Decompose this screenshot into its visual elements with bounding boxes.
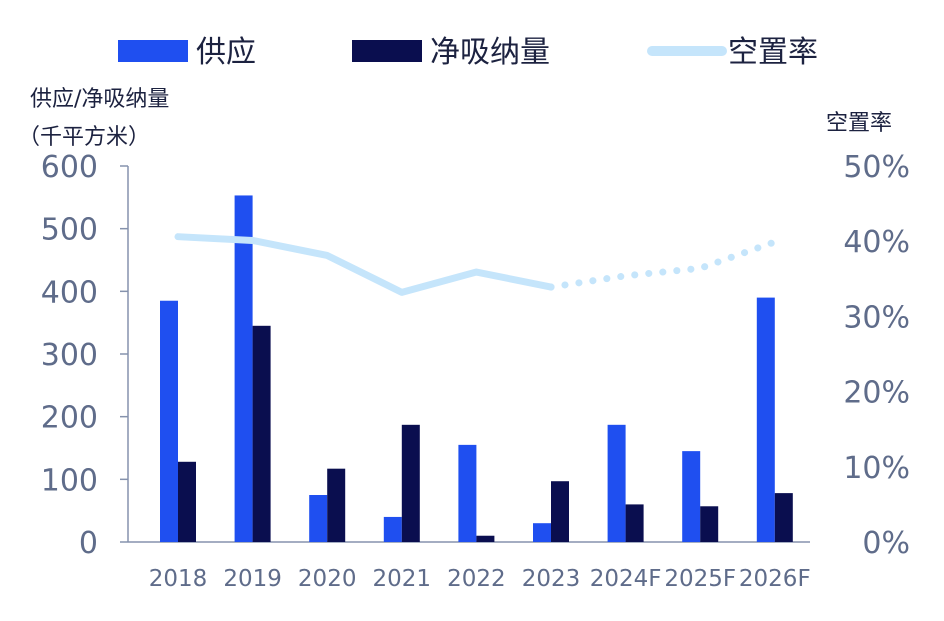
bar-supply	[607, 424, 626, 542]
right-tick-label: 0%	[862, 526, 910, 561]
right-tick-label: 50%	[843, 150, 910, 185]
bar-absorption	[625, 504, 644, 542]
bar-absorption	[327, 468, 346, 542]
bar-supply	[756, 297, 775, 542]
right-axis-title: 空置率	[826, 111, 892, 136]
vacancy-line-actual	[174, 233, 555, 296]
bar-absorption	[178, 461, 196, 542]
bar-supply	[533, 523, 551, 542]
bar-absorption	[401, 424, 420, 542]
x-tick-label: 2022	[447, 566, 506, 592]
legend-label-vacancy: 空置率	[728, 35, 818, 70]
left-tick-label: 0	[79, 526, 98, 561]
left-tick-label: 300	[41, 338, 98, 373]
bar-absorption	[551, 481, 569, 542]
left-tick-label: 600	[41, 150, 98, 185]
left-axis-title-line2: （千平方米）	[18, 125, 150, 150]
legend-label-absorption: 净吸纳量	[430, 35, 550, 70]
bar-supply	[309, 495, 328, 542]
bar-absorption	[700, 506, 719, 542]
legend-swatch-absorption	[352, 40, 422, 62]
bar-absorption	[476, 535, 495, 542]
x-tick-label: 2026F	[739, 566, 811, 592]
bar-supply	[682, 451, 701, 542]
x-tick-label: 2025F	[664, 566, 736, 592]
legend: 供应 净吸纳量 空置率	[118, 35, 818, 70]
right-tick-label: 10%	[843, 451, 910, 486]
x-tick-label: 2024F	[590, 566, 662, 592]
series-vacancy	[174, 233, 779, 296]
bar-supply	[160, 300, 178, 542]
left-tick-label: 100	[41, 463, 98, 498]
bar-supply	[234, 195, 253, 542]
right-tick-label: 30%	[843, 300, 910, 335]
x-tick-label: 2023	[522, 566, 581, 592]
bar-supply	[383, 516, 402, 542]
series-absorption	[178, 325, 793, 542]
series-supply	[160, 195, 775, 542]
left-axis-title-line1: 供应/净吸纳量	[30, 87, 169, 112]
x-tick-label: 2019	[223, 566, 282, 592]
left-axis-ticks: 0 100 200 300 400 500 600	[41, 150, 128, 561]
x-tick-label: 2018	[149, 566, 208, 592]
legend-swatch-supply	[118, 40, 188, 62]
right-tick-label: 20%	[843, 376, 910, 411]
right-axis-ticks: 0% 10% 20% 30% 40% 50%	[843, 150, 910, 561]
x-tick-label: 2020	[298, 566, 357, 592]
legend-label-supply: 供应	[196, 35, 256, 70]
x-tick-label: 2021	[373, 566, 432, 592]
left-tick-label: 200	[41, 401, 98, 436]
left-tick-label: 400	[41, 275, 98, 310]
x-axis-ticks: 2018 2019 2020 2021 2022 2023 2024F 2025F 2026F	[149, 566, 811, 592]
left-tick-label: 500	[41, 213, 98, 248]
bar-absorption	[252, 325, 271, 542]
vacancy-line-forecast	[547, 238, 779, 291]
bar-absorption	[774, 493, 793, 542]
right-tick-label: 40%	[843, 225, 910, 260]
bar-supply	[458, 444, 477, 542]
